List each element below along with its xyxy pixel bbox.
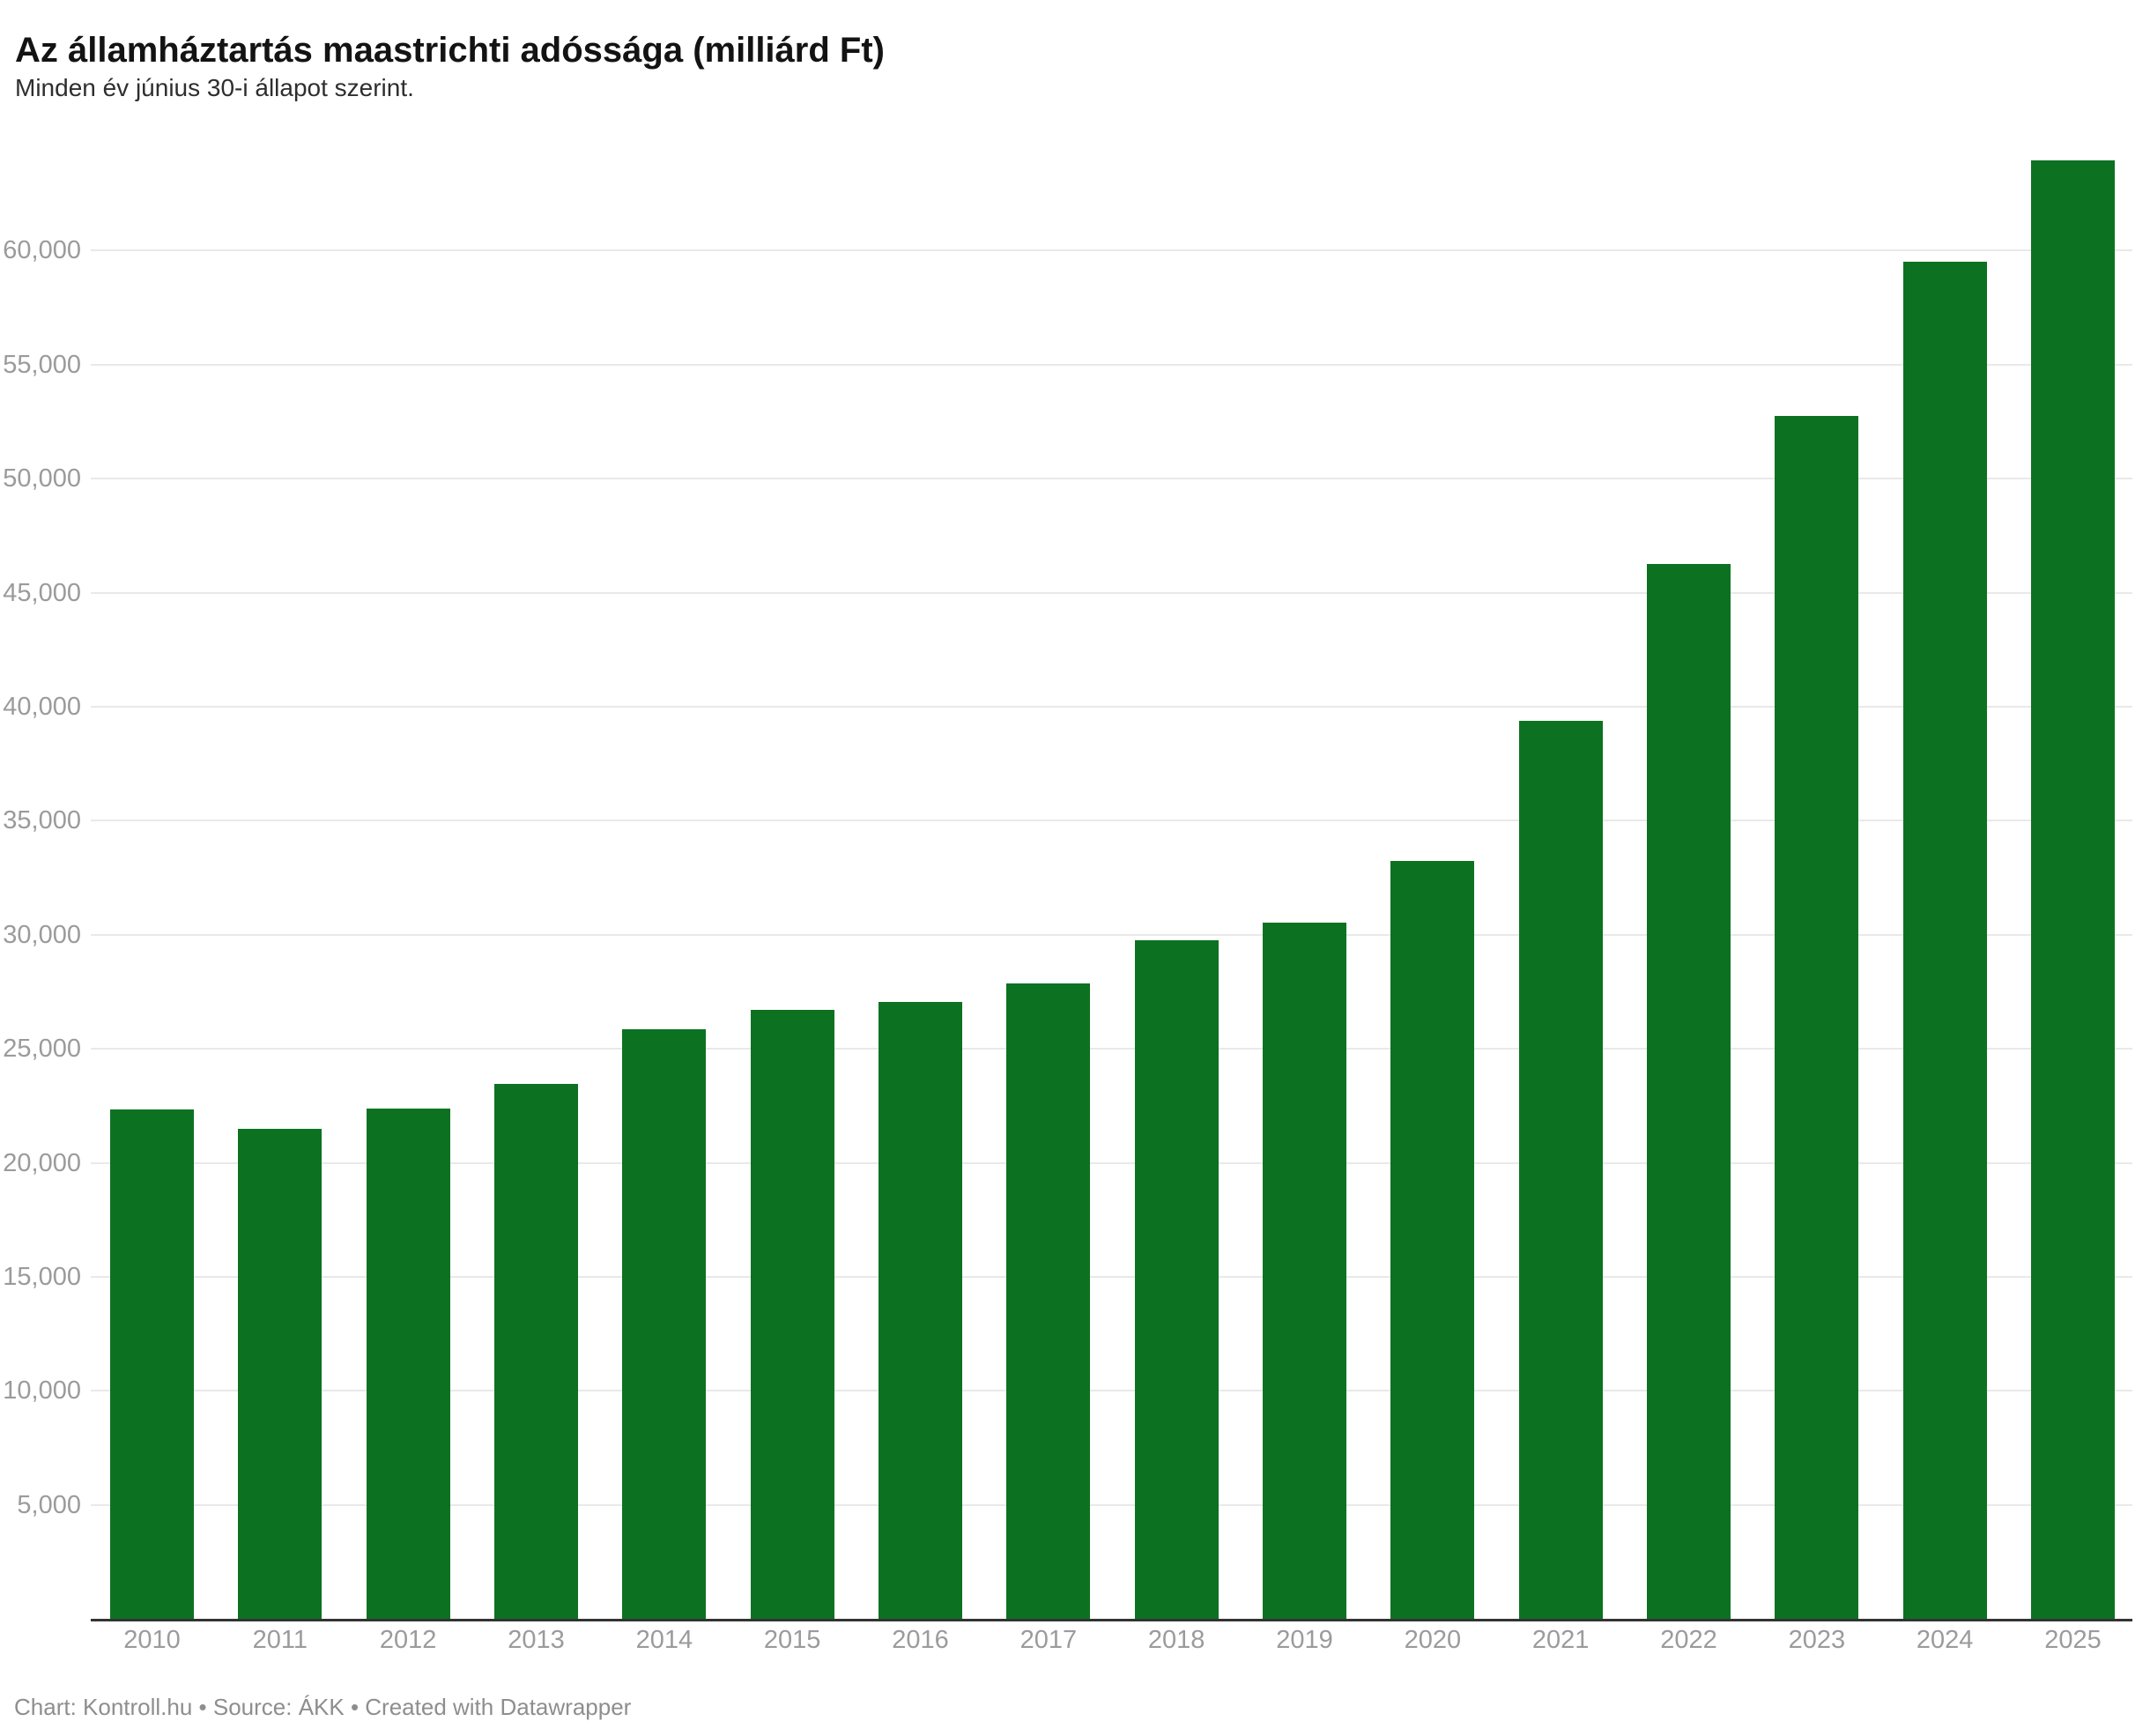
gridline-60000 — [91, 249, 2132, 252]
x-tick-label-2022: 2022 — [1660, 1626, 1717, 1654]
y-tick-label-10000: 10,000 — [3, 1376, 81, 1406]
bar-2013[interactable] — [493, 1083, 578, 1620]
x-tick-label-2023: 2023 — [1788, 1626, 1846, 1654]
y-tick-label-15000: 15,000 — [3, 1263, 81, 1292]
gridline-20000 — [91, 1161, 2132, 1164]
gridline-40000 — [91, 705, 2132, 708]
x-axis-line — [91, 1619, 2132, 1621]
x-tick-label-2019: 2019 — [1276, 1626, 1333, 1654]
x-tick-label-2010: 2010 — [123, 1626, 181, 1654]
x-tick-label-2020: 2020 — [1404, 1626, 1462, 1654]
y-tick-label-30000: 30,000 — [3, 920, 81, 949]
chart-title: Az államháztartás maastrichti adóssága (… — [15, 30, 885, 70]
gridline-55000 — [91, 363, 2132, 366]
x-tick-label-2013: 2013 — [508, 1626, 565, 1654]
y-tick-label-25000: 25,000 — [3, 1035, 81, 1064]
bar-2015[interactable] — [750, 1010, 834, 1620]
bar-2011[interactable] — [238, 1128, 322, 1620]
bar-2023[interactable] — [1775, 415, 1859, 1620]
x-tick-label-2016: 2016 — [892, 1626, 949, 1654]
bar-2017[interactable] — [1006, 983, 1091, 1620]
bar-2012[interactable] — [366, 1108, 450, 1620]
attribution-footer: Chart: Kontroll.hu • Source: ÁKK • Creat… — [14, 1694, 632, 1720]
bar-2019[interactable] — [1262, 922, 1346, 1620]
gridline-35000 — [91, 820, 2132, 822]
x-tick-label-2015: 2015 — [763, 1626, 821, 1654]
y-tick-label-35000: 35,000 — [3, 806, 81, 835]
x-tick-label-2017: 2017 — [1019, 1626, 1078, 1654]
chart-subtitle: Minden év június 30-i állapot szerint. — [15, 74, 414, 101]
x-tick-label-2014: 2014 — [635, 1626, 693, 1654]
y-tick-label-45000: 45,000 — [3, 578, 81, 607]
bar-2018[interactable] — [1134, 939, 1219, 1620]
gridline-45000 — [91, 591, 2132, 594]
x-tick-label-2011: 2011 — [252, 1626, 308, 1654]
bar-2016[interactable] — [878, 1002, 962, 1620]
gridline-25000 — [91, 1048, 2132, 1050]
x-tick-label-2012: 2012 — [379, 1626, 437, 1654]
bar-2025[interactable] — [2030, 160, 2115, 1620]
y-tick-label-60000: 60,000 — [3, 236, 81, 265]
gridline-30000 — [91, 933, 2132, 936]
gridline-10000 — [91, 1390, 2132, 1392]
y-tick-label-5000: 5,000 — [17, 1490, 81, 1519]
y-tick-label-50000: 50,000 — [3, 464, 81, 493]
bar-2022[interactable] — [1646, 564, 1731, 1620]
gridline-50000 — [91, 478, 2132, 480]
x-tick-label-2025: 2025 — [2044, 1626, 2102, 1654]
gridline-15000 — [91, 1276, 2132, 1279]
y-tick-label-40000: 40,000 — [3, 692, 81, 721]
y-tick-label-20000: 20,000 — [3, 1148, 81, 1177]
x-tick-label-2018: 2018 — [1147, 1626, 1205, 1654]
bar-2020[interactable] — [1390, 860, 1475, 1620]
bar-2021[interactable] — [1518, 721, 1603, 1620]
y-tick-label-55000: 55,000 — [3, 350, 81, 379]
bar-2024[interactable] — [1902, 261, 1987, 1620]
x-tick-label-2024: 2024 — [1916, 1626, 1974, 1654]
gridline-5000 — [91, 1503, 2132, 1506]
bar-2010[interactable] — [110, 1109, 194, 1620]
bar-2014[interactable] — [622, 1029, 707, 1620]
x-tick-label-2021: 2021 — [1531, 1626, 1590, 1654]
